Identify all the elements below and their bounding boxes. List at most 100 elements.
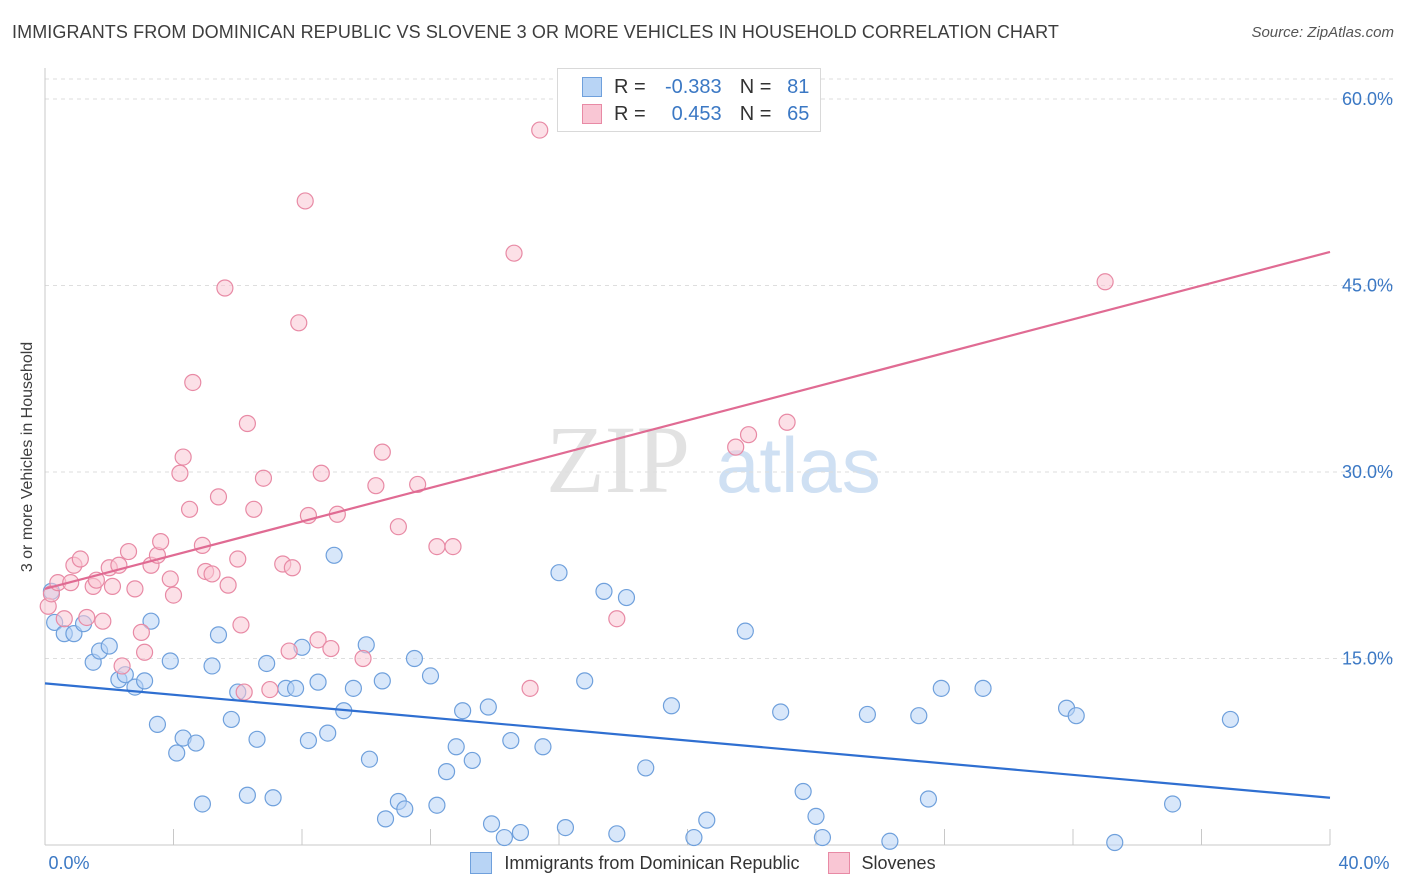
point-slovenes xyxy=(55,610,73,628)
point-dominican xyxy=(502,731,520,750)
point-slovenes xyxy=(164,586,183,604)
point-slovenes xyxy=(232,616,250,634)
point-slovenes xyxy=(608,610,626,628)
point-dominican xyxy=(662,697,681,715)
legend-label-dominican: Immigrants from Dominican Republic xyxy=(504,852,800,873)
x-tick-label: 40.0% xyxy=(1338,853,1389,873)
point-dominican xyxy=(437,763,456,781)
r-value: 0.453 xyxy=(671,102,722,125)
point-slovenes xyxy=(219,576,237,594)
r-value: -0.383 xyxy=(664,75,722,98)
point-slovenes xyxy=(235,683,253,701)
point-dominican xyxy=(264,789,282,807)
y-tick-label: 15.0% xyxy=(1342,649,1393,669)
point-dominican xyxy=(807,807,825,826)
point-slovenes xyxy=(126,580,144,598)
point-slovenes xyxy=(78,608,96,627)
point-dominican xyxy=(910,707,928,725)
point-dominican xyxy=(203,657,221,675)
point-slovenes xyxy=(428,537,446,556)
point-dominican xyxy=(447,738,465,756)
point-dominican xyxy=(376,810,395,828)
point-slovenes xyxy=(171,464,189,482)
point-dominican xyxy=(550,564,568,582)
y-tick-label: 30.0% xyxy=(1342,462,1393,482)
point-slovenes xyxy=(531,121,549,139)
point-dominican xyxy=(919,790,938,808)
point-slovenes xyxy=(322,639,340,658)
legend-row-slovenes: R = 0.453 N = 65 xyxy=(582,102,809,126)
n-label: N = xyxy=(739,102,772,125)
point-dominican xyxy=(148,715,167,733)
point-dominican xyxy=(209,626,228,644)
correlation-legend: R = -0.383 N = 81 R = 0.453 N = 65 xyxy=(557,68,821,132)
legend-item-dominican: Immigrants from Dominican Republic xyxy=(470,852,800,874)
point-dominican xyxy=(685,828,703,847)
legend-row-dominican: R = -0.383 N = 81 xyxy=(582,75,809,99)
y-tick-label: 60.0% xyxy=(1342,89,1393,109)
point-slovenes xyxy=(254,469,273,487)
point-dominican xyxy=(495,828,513,847)
point-dominican xyxy=(813,828,832,847)
point-dominican xyxy=(637,759,655,777)
point-dominican xyxy=(325,546,343,564)
point-slovenes xyxy=(71,550,89,568)
point-dominican xyxy=(556,818,575,837)
point-dominican xyxy=(595,582,613,600)
point-slovenes xyxy=(373,443,391,461)
legend-swatch-slovenes xyxy=(827,852,850,874)
point-slovenes xyxy=(161,570,179,588)
legend-item-slovenes: Slovenes xyxy=(827,852,936,874)
legend-label-slovenes: Slovenes xyxy=(861,852,936,873)
point-dominican xyxy=(299,731,318,750)
point-slovenes xyxy=(229,550,247,568)
point-slovenes xyxy=(354,649,372,668)
n-label: N = xyxy=(739,75,772,98)
point-slovenes xyxy=(521,679,539,697)
point-dominican xyxy=(736,622,754,640)
r-label: R = xyxy=(614,102,646,125)
point-slovenes xyxy=(209,488,228,506)
point-dominican xyxy=(168,744,186,762)
point-slovenes xyxy=(94,612,112,630)
point-slovenes xyxy=(245,500,263,518)
point-dominican xyxy=(309,673,327,691)
point-slovenes xyxy=(203,565,221,583)
point-slovenes xyxy=(367,477,385,495)
source-label: Source: ZipAtlas.com xyxy=(1251,24,1394,41)
point-dominican xyxy=(258,654,276,673)
point-slovenes xyxy=(312,464,330,482)
point-slovenes xyxy=(216,279,234,297)
point-dominican xyxy=(405,649,424,668)
trendline-slovenes xyxy=(44,250,1331,590)
point-dominican xyxy=(187,734,205,752)
point-dominican xyxy=(238,786,256,804)
legend-swatch-slovenes xyxy=(582,104,602,124)
point-slovenes xyxy=(309,631,327,649)
point-slovenes xyxy=(296,192,314,210)
point-dominican xyxy=(974,679,992,697)
point-slovenes xyxy=(238,414,256,433)
x-tick-label: 0.0% xyxy=(48,853,89,873)
point-slovenes xyxy=(180,500,199,518)
point-slovenes xyxy=(261,680,279,699)
point-dominican xyxy=(881,832,899,850)
point-slovenes xyxy=(119,542,138,561)
point-slovenes xyxy=(283,559,301,577)
point-slovenes xyxy=(1096,273,1114,291)
point-dominican xyxy=(479,698,497,716)
y-tick-label: 45.0% xyxy=(1342,276,1393,296)
legend-swatch-dominican xyxy=(470,852,493,874)
point-dominican xyxy=(534,738,552,756)
r-label: R = xyxy=(614,75,646,98)
point-slovenes xyxy=(174,448,192,466)
point-dominican xyxy=(482,815,501,833)
point-dominican xyxy=(319,724,337,742)
point-slovenes xyxy=(152,533,170,551)
n-value: 81 xyxy=(787,75,810,98)
point-dominican xyxy=(100,637,118,655)
n-value: 65 xyxy=(787,102,810,125)
trendline-dominican xyxy=(44,682,1331,799)
point-slovenes xyxy=(290,314,308,332)
